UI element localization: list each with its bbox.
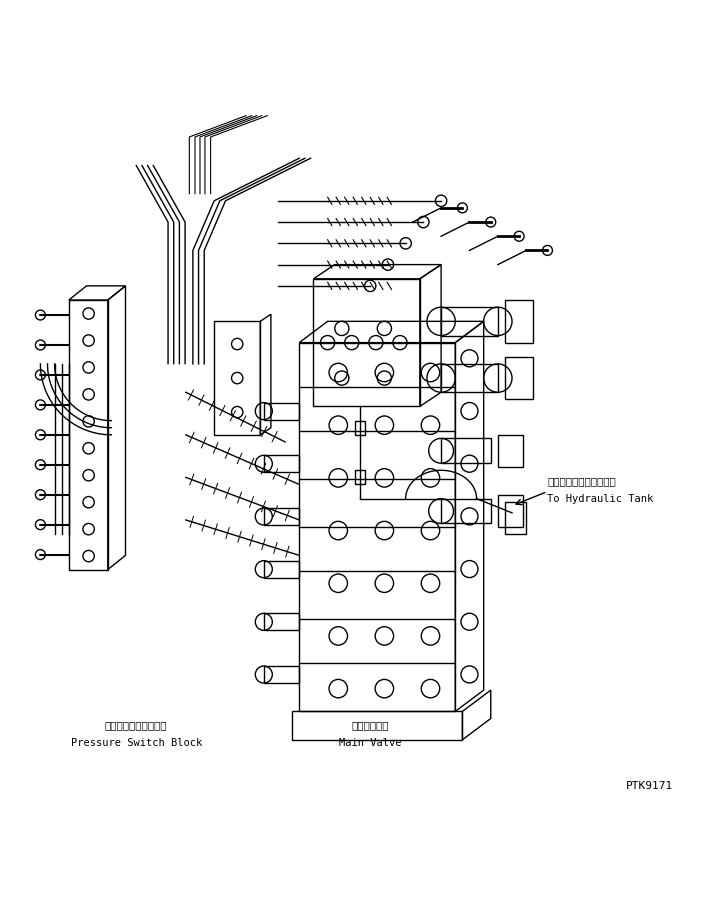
Bar [498, 435, 523, 467]
Bar [355, 420, 365, 435]
Text: メインバルブ: メインバルブ [352, 720, 389, 731]
Text: ハイドロリックタンクヘ: ハイドロリックタンクヘ [548, 476, 617, 486]
Bar [355, 471, 365, 484]
Bar [214, 321, 261, 435]
Bar [264, 613, 299, 630]
Bar [264, 666, 299, 683]
Bar [264, 508, 299, 525]
Bar [441, 307, 498, 336]
Bar [505, 357, 533, 400]
Text: To Hydraulic Tank: To Hydraulic Tank [548, 494, 654, 504]
Text: Pressure Switch Block: Pressure Switch Block [70, 738, 201, 748]
Bar [292, 711, 462, 740]
Bar [299, 343, 455, 711]
Bar [505, 300, 533, 343]
Bar [264, 402, 299, 419]
Bar [441, 498, 491, 524]
Bar [441, 438, 491, 463]
Bar [264, 560, 299, 577]
Text: Main Valve: Main Valve [339, 738, 402, 748]
Bar [69, 300, 108, 569]
Bar [313, 278, 420, 407]
Bar [498, 495, 523, 527]
Text: 圧カスイッチブロック: 圧カスイッチブロック [105, 720, 167, 731]
Bar [264, 455, 299, 472]
Bar [441, 364, 498, 392]
Text: PTK9171: PTK9171 [626, 781, 673, 791]
Bar [505, 502, 526, 534]
